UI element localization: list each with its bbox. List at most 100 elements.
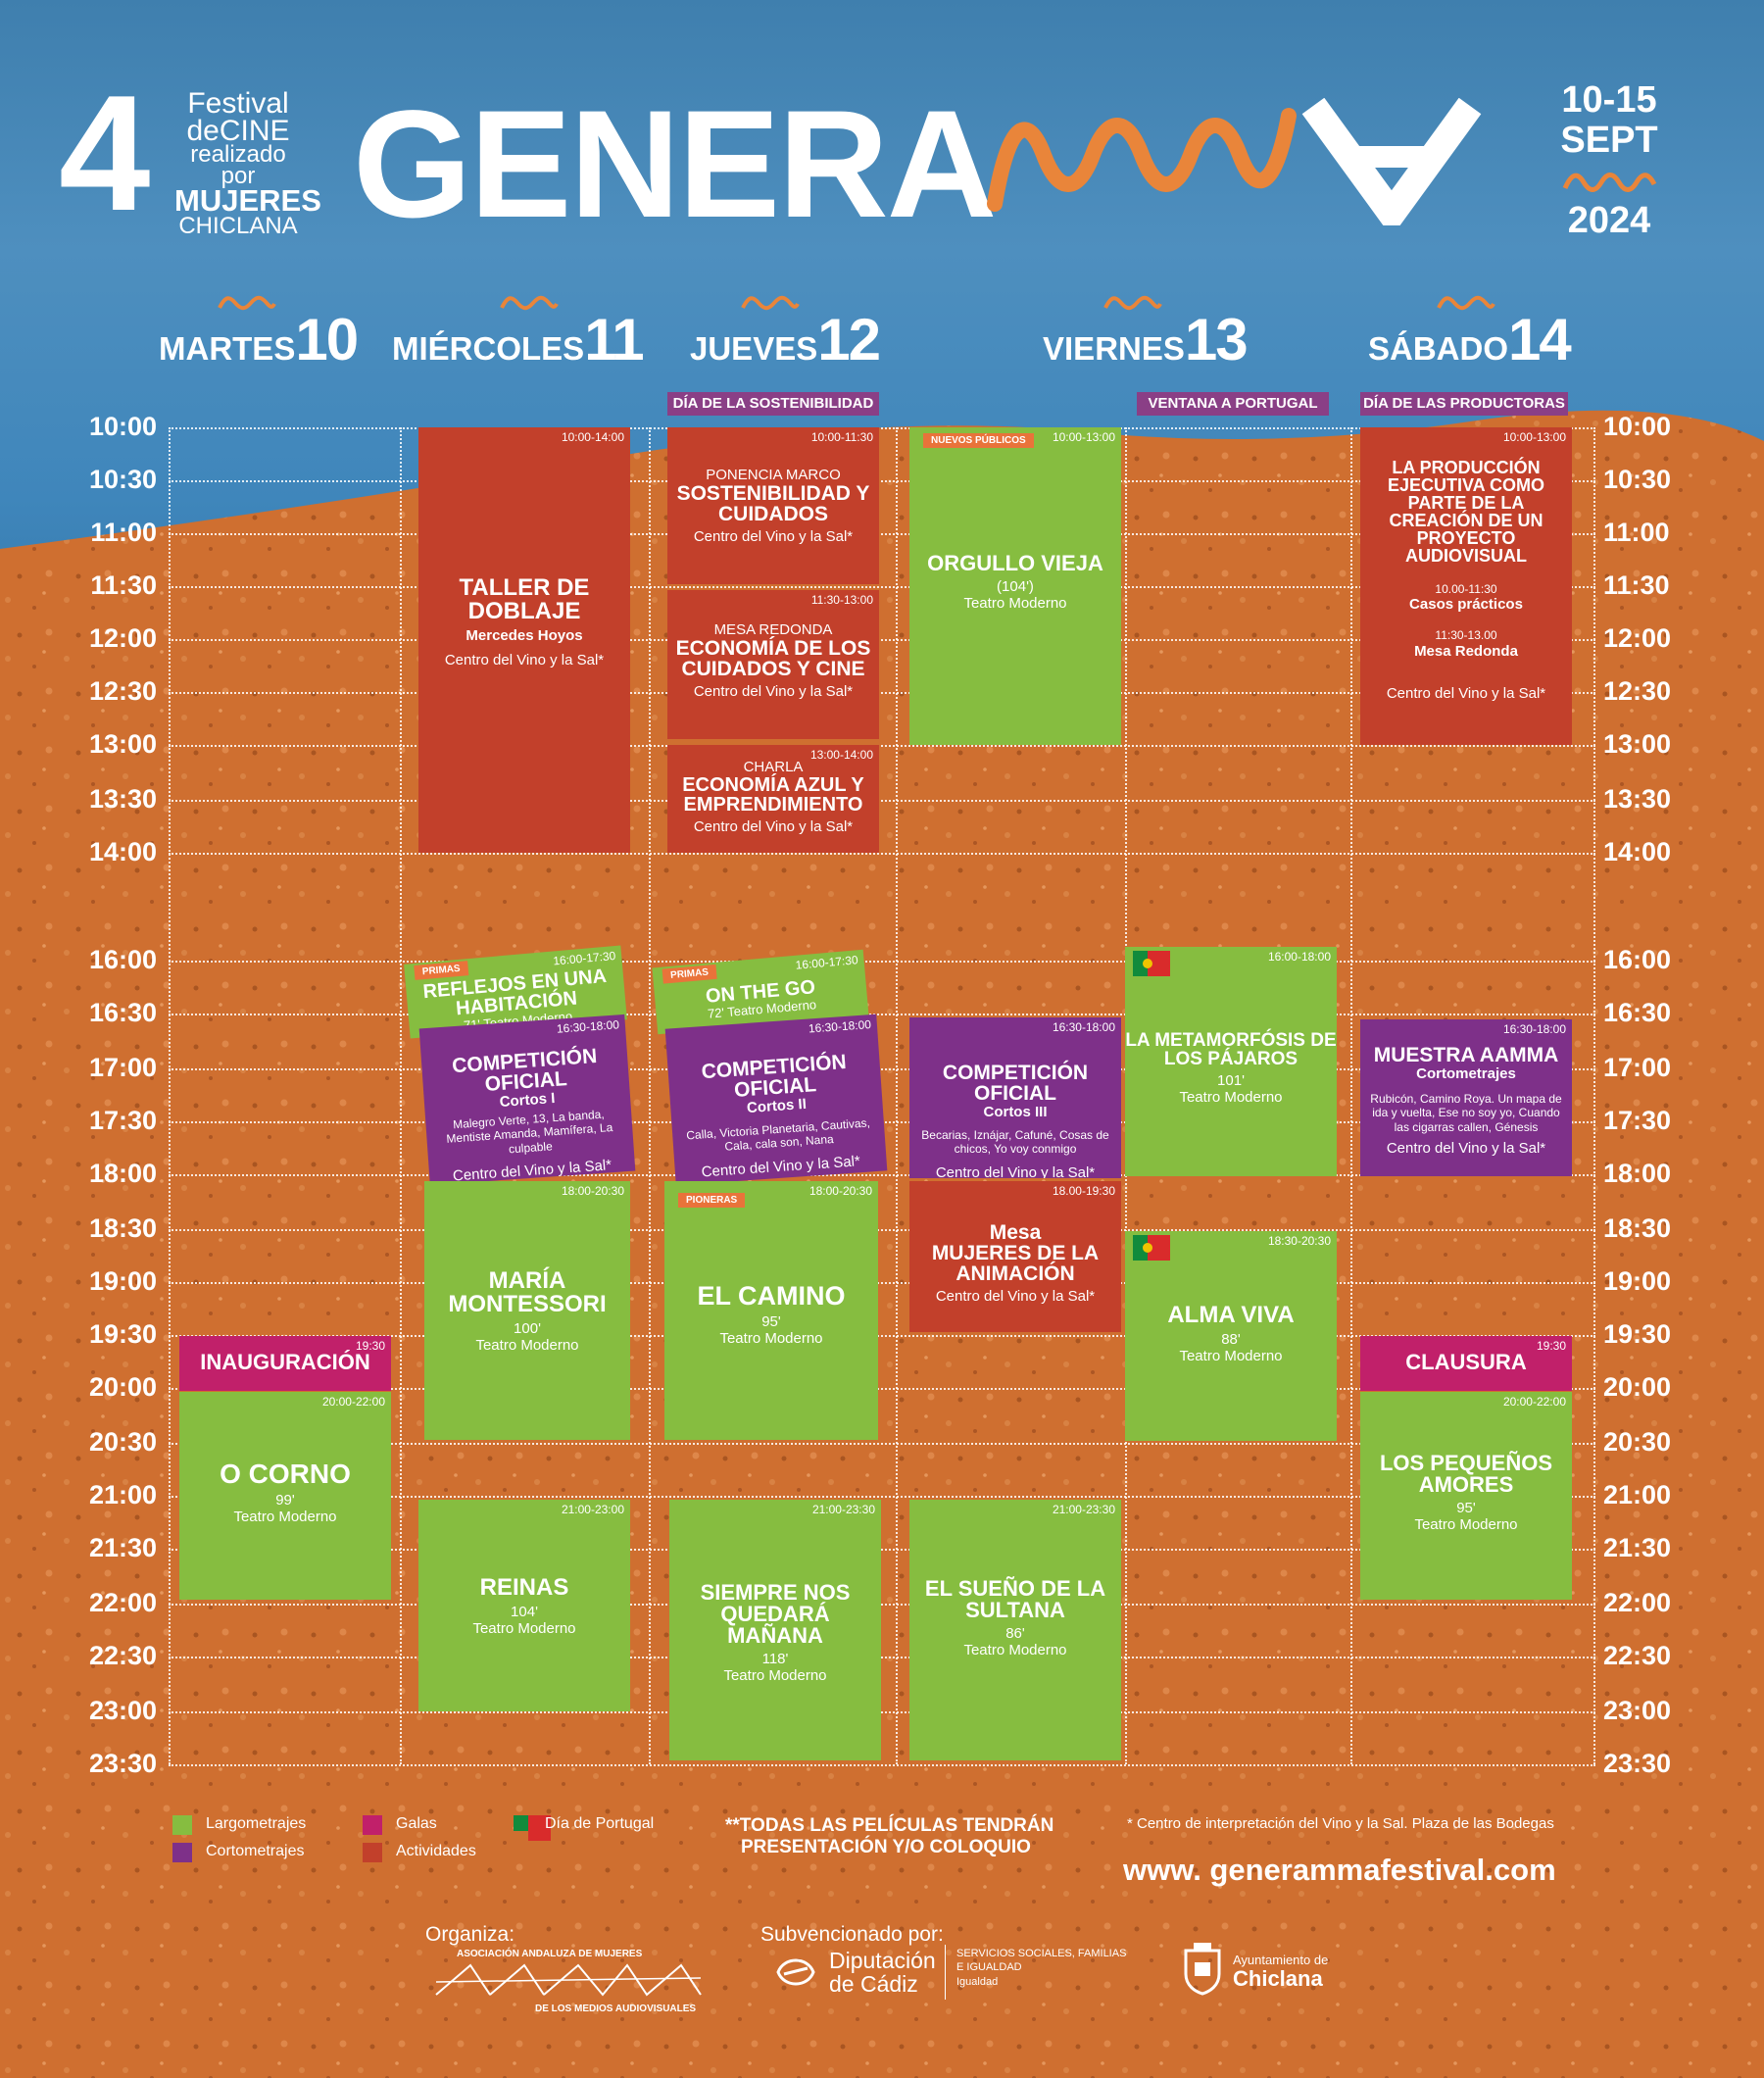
dip-services-line2: E IGUALDAD — [956, 1961, 1022, 1974]
event-time: 13:00-14:00 — [809, 748, 873, 762]
legend-swatch-largo — [172, 1815, 192, 1835]
event-place: Teatro Moderno — [1179, 1089, 1283, 1106]
time-label-right: 12:30 — [1603, 676, 1672, 706]
aamma-logo — [435, 1963, 702, 1997]
event-title: ALMA VIVA — [1167, 1302, 1295, 1328]
festival-line: CHICLANA — [178, 212, 298, 239]
event-place: Centro del Vino y la Sal* — [693, 683, 854, 700]
day-tag-productoras: DÍA DE LAS PRODUCTORAS — [1360, 392, 1568, 416]
grid-line — [169, 853, 1595, 855]
event-orgullo-vieja[interactable]: NUEVOS PÚBLICOS 10:00-13:00 ORGULLO VIEJ… — [909, 427, 1121, 745]
event-o-corno[interactable]: 20:00-22:00 O CORNO 99' Teatro Moderno — [179, 1392, 391, 1600]
time-label-right: 17:00 — [1603, 1053, 1672, 1082]
time-label-left: 10:30 — [88, 465, 157, 494]
event-competicion-cortos-3[interactable]: 16:30-18:00 COMPETICIÓN OFICIAL Cortos I… — [909, 1017, 1121, 1178]
day-header-jueves: JUEVES12 — [690, 295, 881, 373]
time-label-right: 16:00 — [1603, 945, 1672, 974]
event-subtitle: Cortometrajes — [1416, 1065, 1516, 1082]
event-siempre-nos-quedara[interactable]: 21:00-23:30 SIEMPRE NOS QUEDARÁ MAÑANA 1… — [669, 1500, 881, 1760]
organiza-label: Organiza: — [425, 1923, 515, 1946]
event-competicion-cortos-1[interactable]: 16:30-18:00 COMPETICIÓN OFICIAL Cortos I… — [418, 1014, 636, 1186]
event-reinas[interactable]: 21:00-23:00 REINAS 104' Teatro Moderno — [418, 1500, 630, 1711]
time-label-left: 23:00 — [88, 1696, 157, 1725]
event-title: LA METAMORFÓSIS DE LOS PÁJAROS — [1125, 1030, 1337, 1069]
time-label-right: 18:00 — [1603, 1159, 1672, 1188]
event-time: 18:00-20:30 — [561, 1184, 624, 1198]
time-label-left: 19:00 — [88, 1266, 157, 1296]
event-economia-cuidados[interactable]: 11:30-13:00 MESA REDONDA ECONOMÍA DE LOS… — [667, 590, 879, 739]
time-label-right: 22:30 — [1603, 1641, 1672, 1670]
ayuntamiento-line2: Chiclana — [1233, 1966, 1323, 1991]
website-link[interactable]: www. generammafestival.com — [1123, 1853, 1556, 1887]
event-clausura[interactable]: 19:30 CLAUSURA — [1360, 1336, 1572, 1391]
day-wave-icon — [1437, 295, 1495, 311]
grid-line — [169, 1764, 1595, 1766]
event-el-sueno-sultana[interactable]: 21:00-23:30 EL SUEÑO DE LA SULTANA 86' T… — [909, 1500, 1121, 1760]
legend-swatch-actividades — [363, 1843, 382, 1862]
event-time: 20:00-22:00 — [1502, 1395, 1566, 1409]
org-name-bottom: DE LOS MEDIOS AUDIOVISUALES — [535, 2004, 697, 2014]
event-el-camino[interactable]: PIONERAS 18:00-20:30 EL CAMINO 95' Teatr… — [664, 1181, 878, 1440]
day-name: MARTES — [159, 330, 296, 367]
event-produccion-ejecutiva[interactable]: 10:00-13:00 LA PRODUCCIÓN EJECUTIVA COMO… — [1360, 427, 1572, 745]
event-time: 21:00-23:00 — [561, 1503, 624, 1516]
festival-subtitle: Festival deCINE realizado por MUJERES CH… — [174, 89, 321, 239]
org-name-top: ASOCIACIÓN ANDALUZA DE MUJERES — [457, 1949, 643, 1959]
event-title: ORGULLO VIEJA — [927, 551, 1103, 575]
footer-divider — [945, 1945, 946, 2000]
event-place: Teatro Moderno — [233, 1509, 337, 1525]
event-mujeres-animacion[interactable]: 18.00-19:30 Mesa MUJERES DE LA ANIMACIÓN… — [909, 1181, 1121, 1332]
day-header-sabado: SÁBADO14 — [1368, 295, 1572, 373]
grid-column-line — [400, 427, 402, 1764]
grid-line — [169, 1443, 1595, 1445]
day-name: MIÉRCOLES — [392, 330, 585, 367]
time-label-right: 14:00 — [1603, 837, 1672, 866]
time-label-right: 19:00 — [1603, 1266, 1672, 1296]
event-competicion-cortos-2[interactable]: 16:30-18:00 COMPETICIÓN OFICIAL Cortos I… — [664, 1014, 888, 1186]
dates-month: SEPT — [1560, 120, 1658, 162]
event-muestra-aamma[interactable]: 16:30-18:00 MUESTRA AAMMA Cortometrajes … — [1360, 1019, 1572, 1176]
event-time: 20:00-22:00 — [321, 1395, 385, 1409]
time-label-left: 16:00 — [88, 945, 157, 974]
event-economia-azul[interactable]: 13:00-14:00 CHARLA ECONOMÍA AZUL Y EMPRE… — [667, 745, 879, 853]
time-label-right: 16:30 — [1603, 998, 1672, 1027]
event-sostenibilidad[interactable]: 10:00-11:30 PONENCIA MARCO SOSTENIBILIDA… — [667, 427, 879, 584]
event-time: 21:00-23:30 — [811, 1503, 875, 1516]
event-time: 18:30-20:30 — [1267, 1234, 1331, 1248]
subvencionado-label: Subvencionado por: — [760, 1923, 944, 1946]
day-tag-sostenibilidad: DÍA DE LA SOSTENIBILIDAD — [667, 392, 879, 416]
event-films: Rubicón, Camino Roya. Un mapa de ida y v… — [1370, 1092, 1562, 1134]
grid-line — [169, 1549, 1595, 1551]
day-number: 11 — [584, 307, 644, 372]
event-time: 10:00-13:00 — [1502, 430, 1566, 444]
event-taller-doblaje[interactable]: 10:00-14:00 TALLER DE DOBLAJE Mercedes H… — [418, 427, 630, 853]
event-place: Teatro Moderno — [723, 1667, 827, 1684]
time-label-right: 17:30 — [1603, 1106, 1672, 1135]
grid-line — [169, 586, 1595, 588]
legend-portugal: Día de Portugal — [545, 1815, 655, 1832]
event-los-pequenos-amores[interactable]: 20:00-22:00 LOS PEQUEÑOS AMORES 95' Teat… — [1360, 1392, 1572, 1600]
event-title: ECONOMÍA DE LOS CUIDADOS Y CINE — [675, 637, 871, 680]
dip-services-line1: SERVICIOS SOCIALES, FAMILIAS — [956, 1948, 1127, 1959]
edition-number: 4 — [59, 61, 151, 245]
day-name: JUEVES — [690, 330, 818, 367]
event-metamorfosis[interactable]: 16:00-18:00 LA METAMORFÓSIS DE LOS PÁJAR… — [1125, 947, 1337, 1176]
grid-line — [169, 1604, 1595, 1606]
event-place: Teatro Moderno — [963, 595, 1067, 612]
event-duration: 88' — [1221, 1331, 1241, 1348]
day-number: 13 — [1184, 307, 1249, 372]
grid-line — [169, 639, 1595, 641]
time-label-right: 21:30 — [1603, 1533, 1672, 1562]
event-alma-viva[interactable]: 18:30-20:30 ALMA VIVA 88' Teatro Moderno — [1125, 1231, 1337, 1441]
event-time: 16:30-18:00 — [1502, 1022, 1566, 1036]
event-inauguracion[interactable]: 19:30 INAUGURACIÓN — [179, 1336, 391, 1391]
event-time: 10:00-11:30 — [810, 430, 873, 444]
event-maria-montessori[interactable]: 18:00-20:30 MARÍA MONTESSORI 100' Teatro… — [424, 1181, 630, 1440]
event-title: REINAS — [479, 1574, 569, 1601]
grid-line — [169, 533, 1595, 535]
grid-column-line — [649, 427, 651, 1764]
event-place: Centro del Vino y la Sal* — [935, 1288, 1096, 1305]
grid-line — [169, 745, 1595, 747]
legend-note-line2: PRESENTACIÓN Y/O COLOQUIO — [741, 1837, 1031, 1857]
day-tag-portugal: VENTANA A PORTUGAL — [1137, 392, 1329, 416]
